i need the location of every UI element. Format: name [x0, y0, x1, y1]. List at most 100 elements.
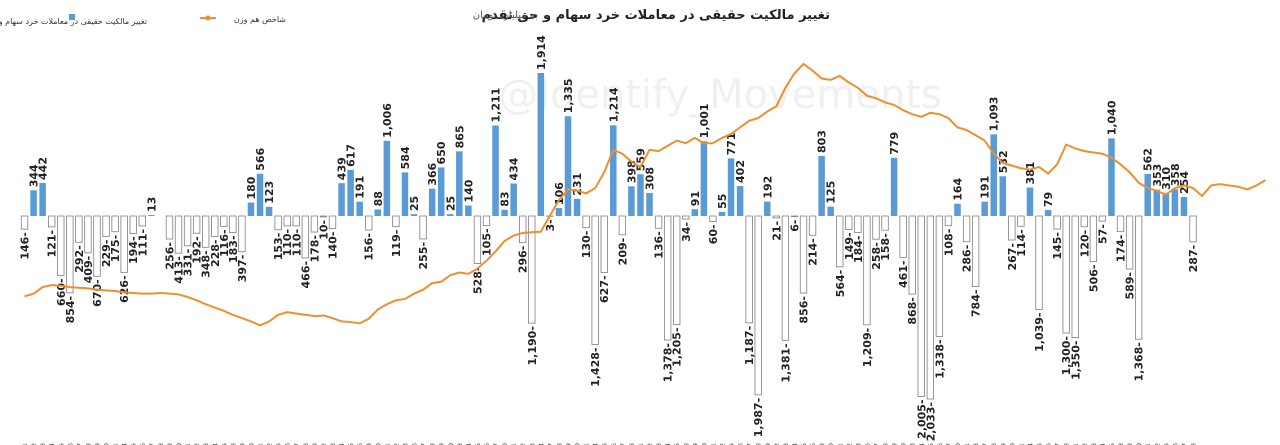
- bar: [238, 215, 246, 253]
- x-tick-label: 07/24: [211, 443, 219, 445]
- bar: [328, 215, 337, 230]
- x-tick-label: 07/07: [75, 443, 83, 445]
- x-tick-label: 11/06: [863, 443, 871, 445]
- bar: [120, 215, 128, 273]
- bar-label: 91: [689, 191, 702, 206]
- bar: [872, 215, 880, 240]
- bar: [863, 215, 871, 326]
- bar-label: 353: [1151, 164, 1164, 187]
- bar-label: 1,300-: [1060, 336, 1073, 375]
- x-tick-label: 12/19: [1126, 443, 1134, 445]
- bar: [93, 215, 101, 277]
- bar: [836, 215, 844, 268]
- bar-label: 120-: [1078, 230, 1091, 258]
- bar-label: 381: [1024, 162, 1037, 185]
- x-tick-label: 09/21: [583, 443, 591, 445]
- x-tick-label: 12/18: [1117, 443, 1125, 445]
- bar-label: 1,093: [988, 97, 1001, 132]
- bar-label: 413-: [173, 256, 186, 284]
- x-tick-label: 11/13: [909, 443, 917, 445]
- bar: [1125, 215, 1134, 270]
- x-tick-label: 08/09: [311, 443, 319, 445]
- x-tick-label: 10/11: [709, 443, 717, 445]
- bar: [66, 215, 74, 294]
- bar: [790, 215, 799, 217]
- bar: [673, 215, 681, 325]
- bar-label: 439: [336, 157, 349, 180]
- bar: [356, 201, 363, 216]
- x-tick-label: 08/15: [347, 443, 355, 445]
- x-tick-label: 09/12: [519, 443, 527, 445]
- x-tick-label: 08/06: [284, 443, 292, 445]
- x-tick-label: 08/08: [302, 443, 310, 445]
- x-tick-label: 09/28: [628, 443, 636, 445]
- x-tick-label: 09/26: [610, 443, 618, 445]
- bar-label: 6-: [788, 220, 801, 232]
- bar: [211, 215, 219, 237]
- bar-label: 209-: [616, 238, 629, 266]
- bar: [84, 215, 92, 254]
- bar: [854, 215, 862, 233]
- bar: [1053, 215, 1061, 230]
- x-tick-label: 08/26: [411, 443, 419, 445]
- bar-label: 1,040: [1105, 100, 1118, 135]
- bar: [183, 215, 192, 247]
- bar-label: 145-: [1051, 232, 1064, 260]
- bar: [555, 208, 563, 216]
- bar-label: 1,205-: [671, 327, 684, 366]
- x-tick-label: 10/29: [818, 443, 826, 445]
- x-tick-label: 10/02: [646, 443, 654, 445]
- bar: [446, 214, 454, 216]
- bar: [30, 190, 37, 216]
- bar: [1171, 189, 1179, 216]
- bar-label: 617: [345, 144, 358, 167]
- bar: [1035, 215, 1043, 310]
- bar-label: 140: [462, 179, 475, 202]
- x-tick-label: 11/16: [936, 443, 944, 445]
- bar: [917, 215, 925, 397]
- x-tick-label: 11/08: [882, 443, 890, 445]
- bar-label: 267-: [1006, 243, 1019, 271]
- bar: [102, 215, 110, 238]
- bar-label: 178-: [308, 235, 321, 263]
- x-tick-label: 07/03: [39, 443, 47, 445]
- bar-label: 191: [979, 176, 992, 199]
- x-tick-label: 12/21: [1144, 443, 1152, 445]
- bar-label: 13: [145, 197, 158, 212]
- x-tick-label: 12/25: [1162, 443, 1170, 445]
- bar: [265, 206, 273, 216]
- bar-label: 409-: [82, 256, 95, 284]
- bar-label: 121-: [46, 230, 59, 258]
- x-tick-label: 11/09: [891, 443, 899, 445]
- bar-label: 255-: [417, 242, 430, 270]
- bar-label: 130-: [580, 231, 593, 259]
- bar: [48, 215, 56, 228]
- bar-label: 1,381-: [779, 343, 792, 382]
- bar-label: 398: [625, 160, 638, 183]
- bar: [1062, 215, 1070, 334]
- bar: [990, 134, 997, 216]
- bar-label: 136-: [653, 231, 666, 259]
- bar: [383, 140, 391, 216]
- x-tick-label: 08/13: [329, 443, 337, 445]
- bar: [1162, 192, 1170, 216]
- x-tick-label: 10/16: [737, 443, 745, 445]
- bar-label: 158-: [879, 233, 892, 261]
- x-tick-label: 09/20: [574, 443, 582, 445]
- x-tick-label: 07/05: [57, 443, 65, 445]
- x-tick-label: 08/22: [392, 443, 400, 445]
- bar: [401, 172, 409, 216]
- x-tick-label: 09/06: [483, 443, 491, 445]
- x-tick-label: 10/08: [682, 443, 690, 445]
- bar-label: 1,350-: [1069, 341, 1082, 380]
- bar: [610, 125, 617, 216]
- bar: [465, 205, 472, 216]
- bar: [1180, 197, 1188, 216]
- bar: [473, 215, 482, 264]
- x-tick-label: 08/29: [438, 443, 446, 445]
- legend-bar-swatch: [69, 14, 75, 20]
- bar: [1098, 215, 1107, 222]
- bar: [202, 215, 210, 248]
- bar-label: 286-: [961, 245, 974, 273]
